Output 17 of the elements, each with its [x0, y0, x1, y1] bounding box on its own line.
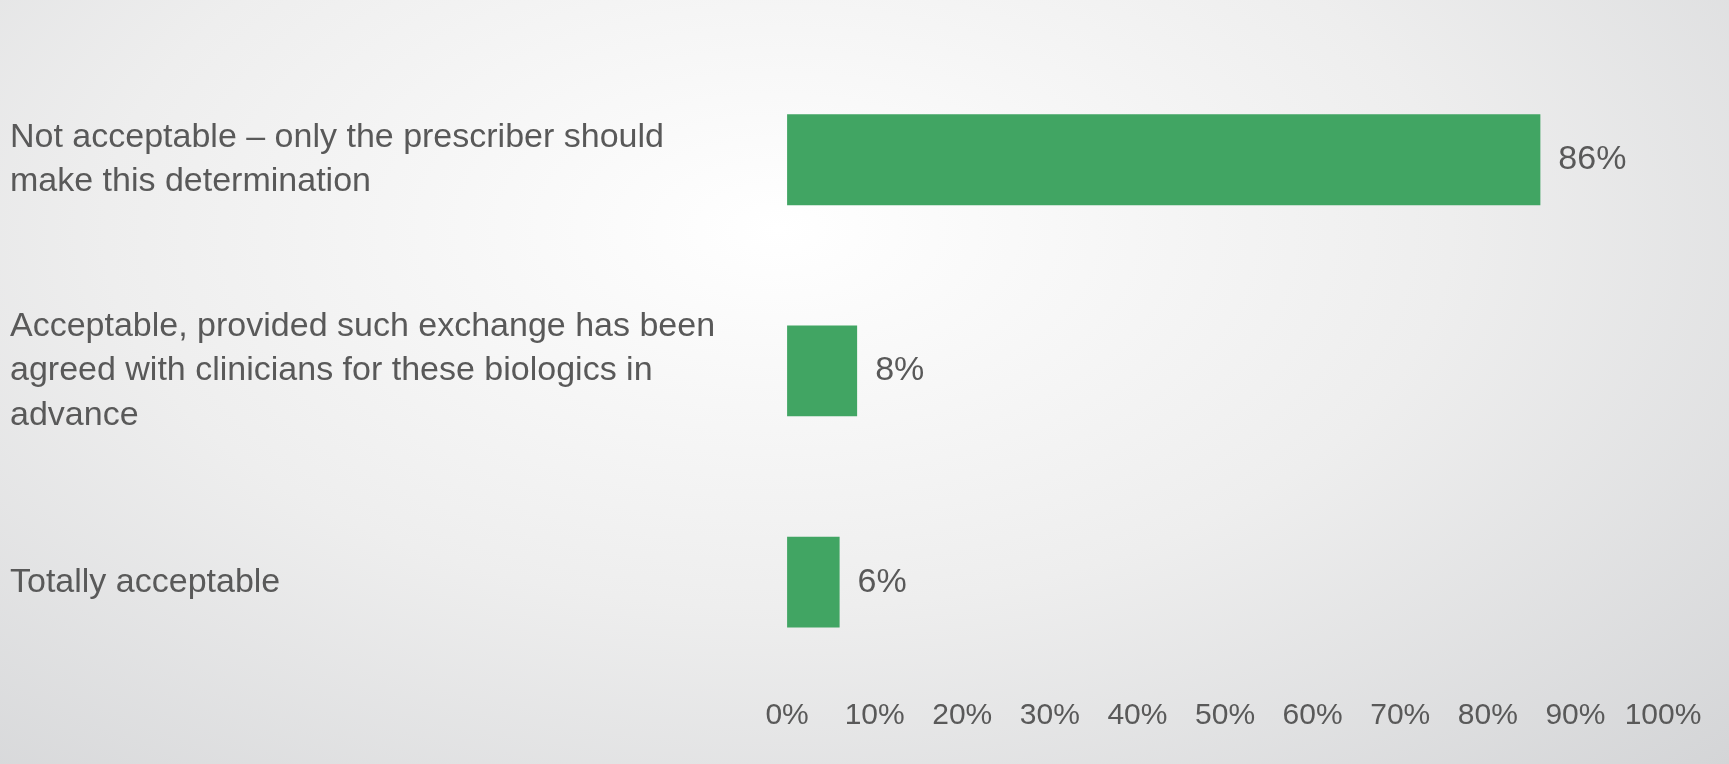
x-tick-label: 0%	[765, 697, 809, 731]
data-label: 86%	[1558, 138, 1627, 177]
x-tick-label: 20%	[932, 697, 993, 731]
y-tick-label: Not acceptable – only the prescriber should make this determination	[10, 115, 664, 199]
x-tick-label: 80%	[1457, 697, 1518, 731]
data-label: 6%	[857, 560, 907, 599]
y-tick-label: Acceptable, provided such exchange has been agreed with clinicians for these biologics in advance	[10, 305, 716, 432]
x-tick-label: 40%	[1107, 697, 1168, 731]
x-tick-label: 90%	[1545, 697, 1606, 731]
x-tick-label: 30%	[1019, 697, 1080, 731]
x-tick-label: 100%	[1624, 697, 1702, 731]
y-tick-label: Totally acceptable	[10, 560, 281, 599]
x-tick-label: 50%	[1195, 697, 1256, 731]
x-tick-label: 60%	[1282, 697, 1343, 731]
data-label: 8%	[875, 349, 925, 388]
x-tick-label: 10%	[844, 697, 905, 731]
x-tick-label: 70%	[1370, 697, 1431, 731]
